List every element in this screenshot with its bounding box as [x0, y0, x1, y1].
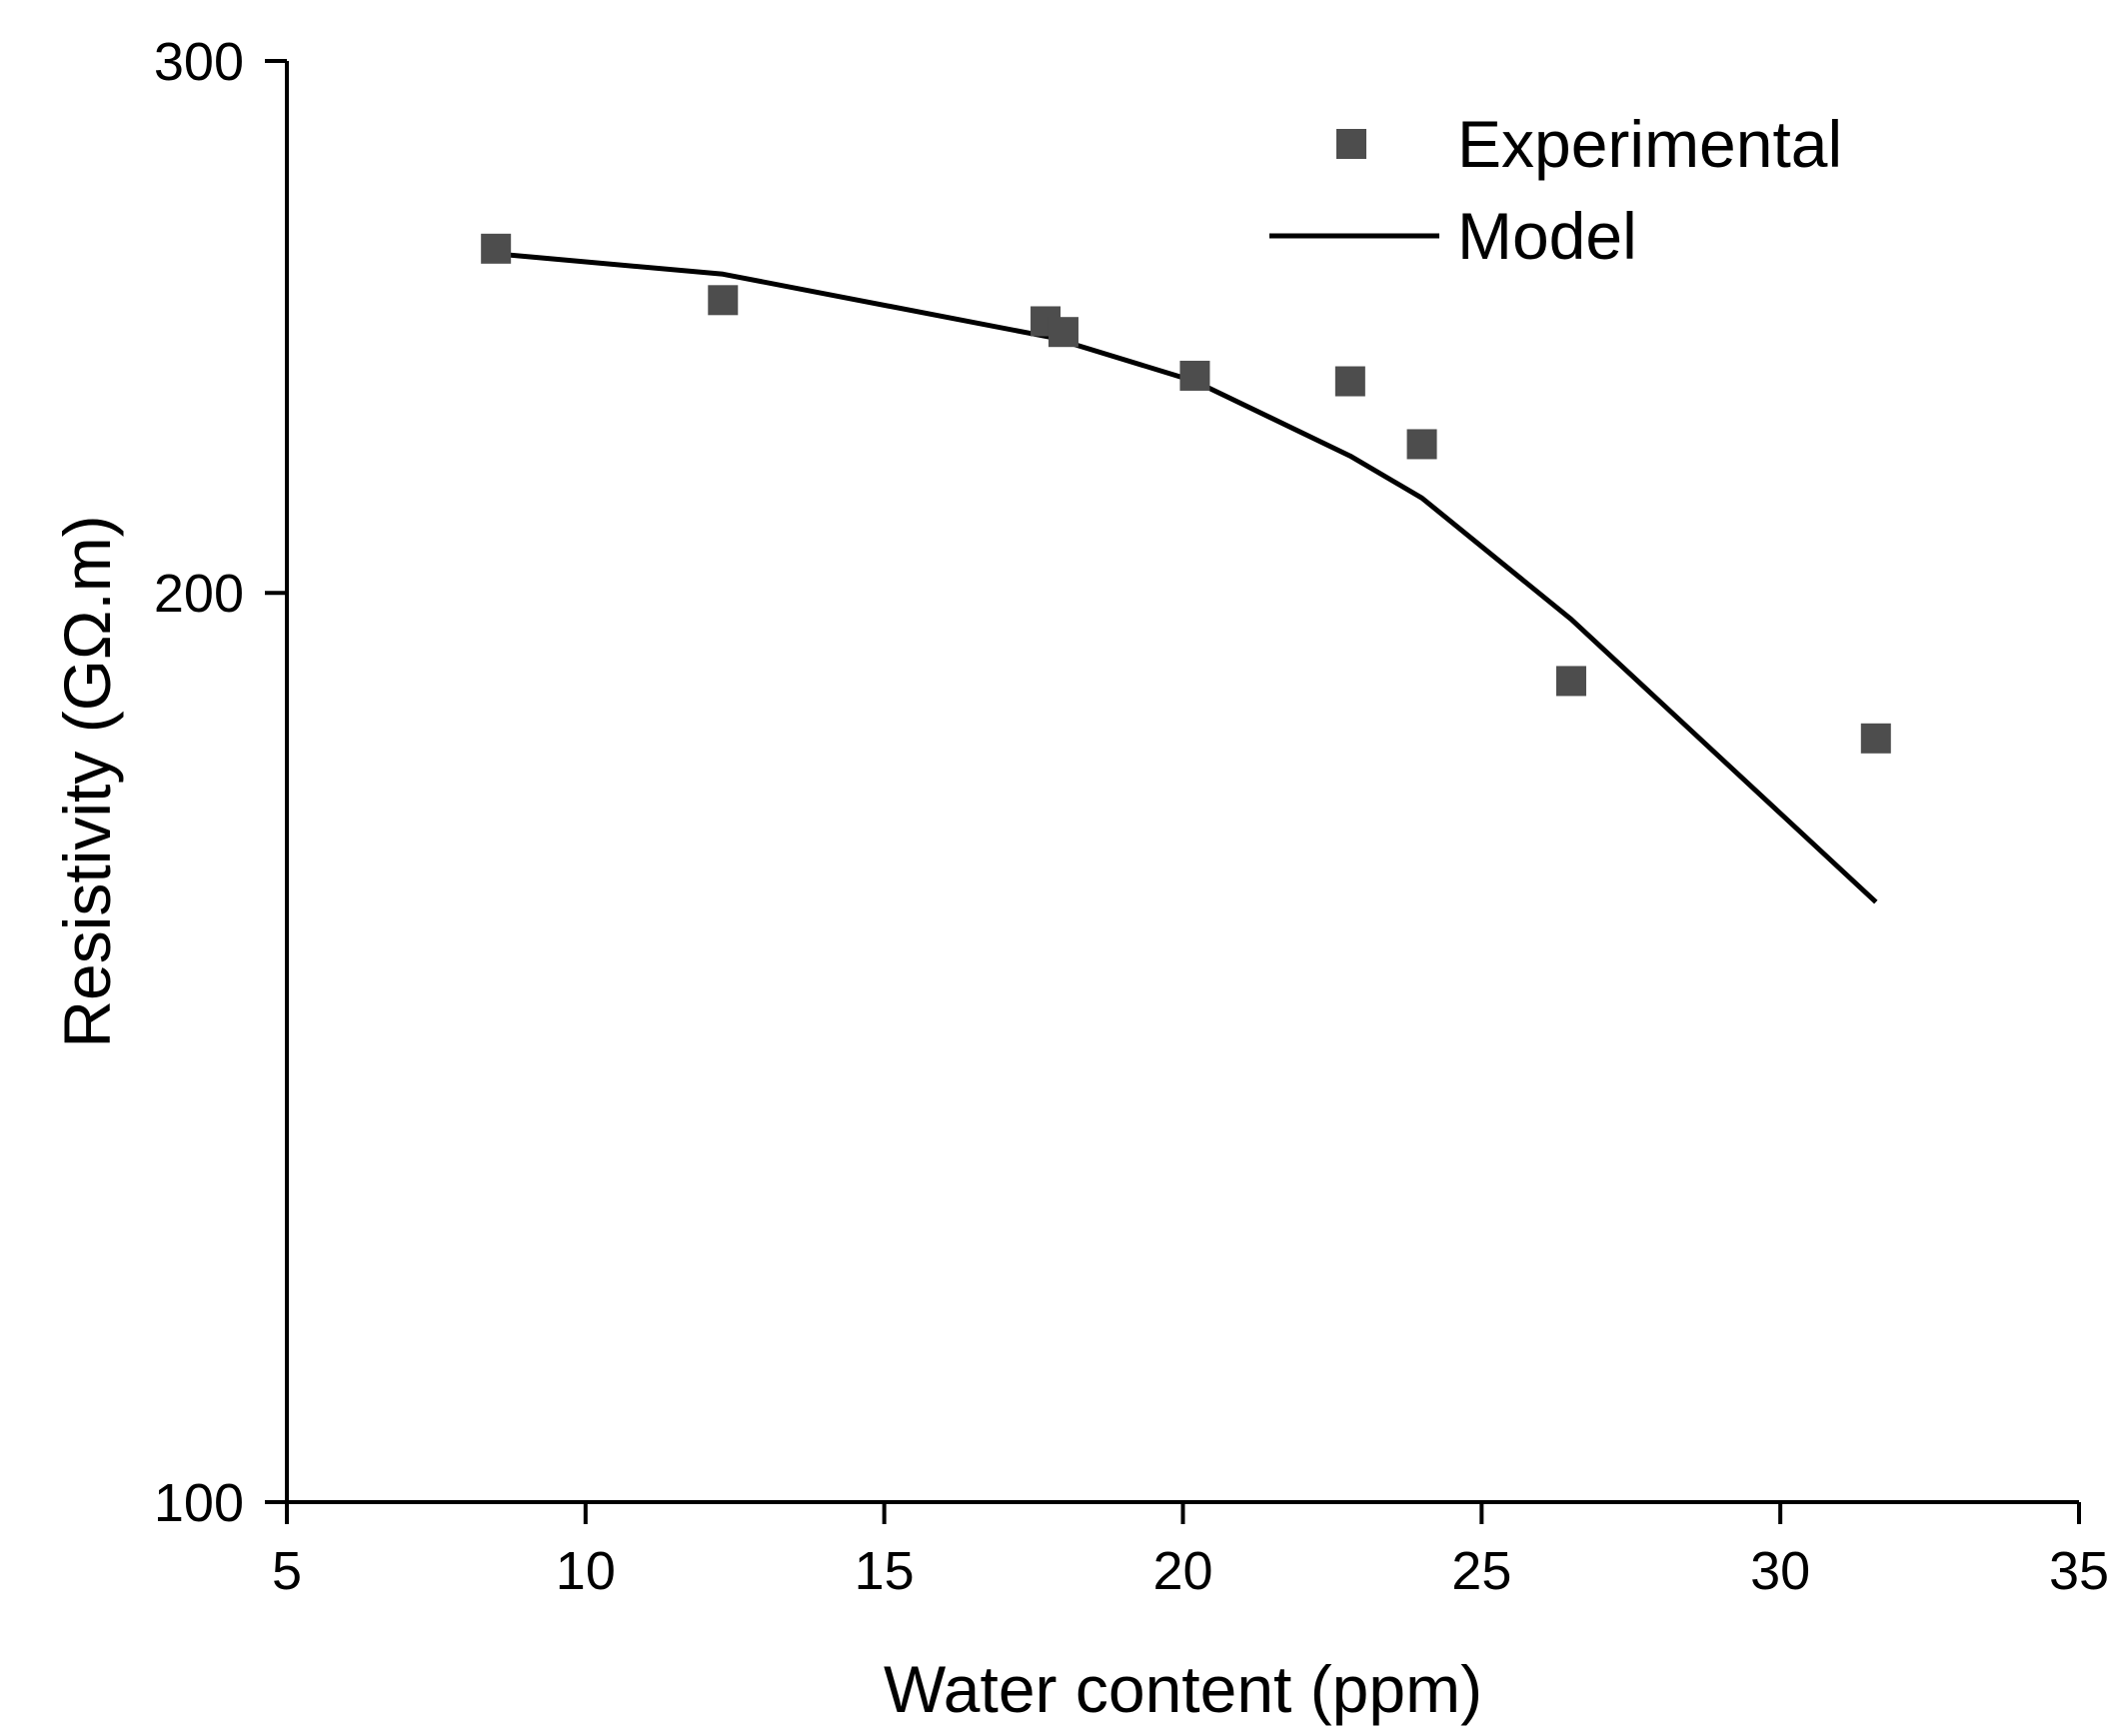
y-tick-label: 100 [154, 1473, 244, 1533]
series-layer [481, 233, 1891, 904]
x-tick-label: 30 [1750, 1541, 1810, 1601]
experimental-point [1860, 723, 1891, 754]
legend-label-model: Model [1457, 199, 1637, 273]
x-tick-label: 10 [556, 1541, 616, 1601]
x-ticks: 5 10 15 20 25 30 35 [272, 1502, 2109, 1601]
y-tick-label: 200 [154, 564, 244, 624]
experimental-point [708, 285, 739, 316]
experimental-point [481, 233, 512, 264]
experimental-point [1179, 360, 1210, 391]
x-tick-label: 20 [1152, 1541, 1212, 1601]
legend-marker-experimental [1336, 129, 1366, 159]
experimental-point [1555, 666, 1586, 697]
y-tick-label: 300 [154, 32, 244, 92]
experimental-point [1048, 317, 1078, 348]
experimental-point [1334, 366, 1365, 397]
x-axis-title: Water content (ppm) [884, 1652, 1482, 1726]
model-line [495, 251, 1878, 904]
y-ticks: 100 200 300 [154, 32, 287, 1533]
x-tick-label: 15 [855, 1541, 915, 1601]
x-tick-label: 35 [2049, 1541, 2109, 1601]
y-axis-title: Resistivity (GΩ.m) [50, 515, 124, 1047]
legend: Experimental Model [1269, 107, 1842, 273]
experimental-point [1406, 429, 1437, 460]
x-tick-label: 5 [272, 1541, 302, 1601]
x-tick-label: 25 [1451, 1541, 1511, 1601]
legend-label-experimental: Experimental [1457, 107, 1842, 181]
axes [285, 61, 2079, 1504]
